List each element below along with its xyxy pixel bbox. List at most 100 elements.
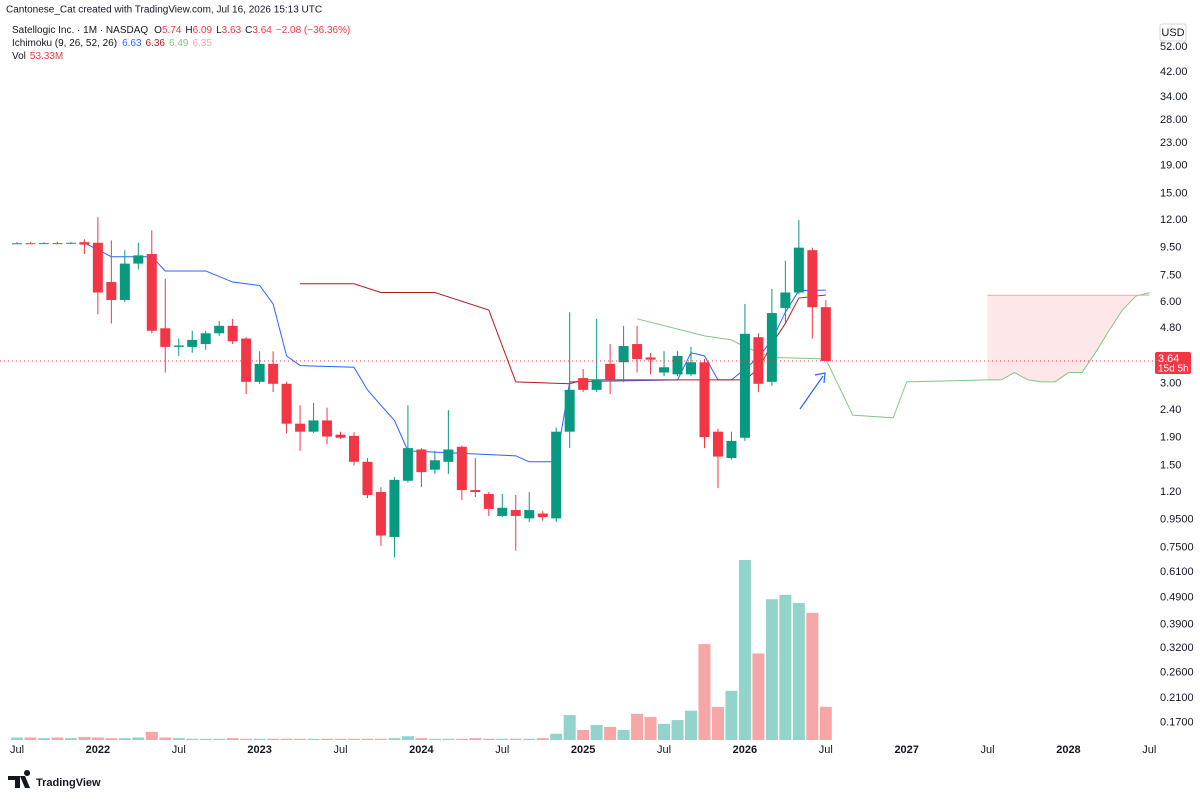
x-tick-label: Jul [333,744,347,756]
candle-body [739,333,750,438]
candle-body [712,431,723,457]
price-label: 3.64 [1158,353,1179,365]
y-tick-label: 0.7500 [1160,541,1194,553]
volume-bar [64,738,77,740]
candle-body [52,243,63,245]
volume-bar [240,738,253,740]
volume-bar [267,738,280,740]
x-tick-label: 2025 [571,744,595,756]
candle-body [497,507,508,516]
symbol-legend: Satellogic Inc. · 1M · NASDAQ O5.74 H6.09 L… [12,25,350,36]
candle-body [92,242,103,293]
cloud [1001,295,1015,380]
candle-body [389,479,400,537]
candle-body [483,493,494,509]
x-tick-label: 2022 [86,744,110,756]
y-tick-label: 23.00 [1160,137,1188,149]
candle-body [187,339,198,347]
candle-body [672,355,683,375]
x-tick-label: 2026 [733,744,757,756]
currency: USD [1161,27,1184,39]
volume-bar [455,738,468,740]
volume-bar [401,736,414,740]
y-tick-label: 0.3900 [1160,619,1194,631]
candle-body [335,434,346,438]
candle-body [510,510,521,516]
y-tick-label: 0.2100 [1160,692,1194,704]
volume-legend: Vol 53.33M [12,51,63,62]
candle-body [200,333,211,345]
span-a-value: 6.35 [192,38,212,49]
x-tick-label: Jul [819,744,833,756]
volume-bar [563,715,576,740]
volume-bar [550,733,563,740]
y-tick-label: 3.00 [1160,378,1181,390]
volume-bar [523,738,536,740]
volume-bar [145,731,158,740]
volume-bar [590,725,603,740]
volume-bar [132,737,145,740]
change: −2.08 (−36.36%) [276,25,351,36]
volume-bar [294,738,307,740]
candle-body [268,363,279,384]
candle-body [119,263,130,300]
y-tick-label: 0.6100 [1160,566,1194,578]
candle-body [820,307,831,361]
volume-bar [213,738,226,740]
candle-body [106,282,117,300]
annotation-arrow [799,375,824,410]
candle-body [38,243,49,245]
volume-bar [24,737,37,740]
x-tick-label: Jul [10,744,24,756]
volume-bar [186,738,199,740]
y-tick-label: 4.80 [1160,322,1181,334]
cloud [987,295,1002,380]
x-tick-label: Jul [657,744,671,756]
volume-bar [307,738,320,740]
cloud [1081,295,1096,373]
close-label: C [245,25,252,36]
volume-bar [806,612,819,740]
volume-bar [765,599,778,740]
volume-bar [321,738,334,740]
candle-body [605,363,616,380]
volume-bar [78,736,91,740]
candle-body [241,338,252,382]
candle-body [793,247,804,293]
volume-bar [685,710,698,740]
volume-bar [253,738,266,740]
volume-bar [577,730,590,740]
volume-bar [347,738,360,740]
candle-body [295,423,306,432]
candle-body [79,242,90,245]
open-label: O [154,25,162,36]
indicator-line [300,283,826,385]
low-value: 3.63 [222,25,242,36]
volume-bar [91,737,104,740]
volume-bar [509,738,522,740]
cloud [1054,295,1069,382]
x-tick-label: 2024 [409,744,434,756]
x-tick-label: 2027 [894,744,918,756]
candle-body [645,357,656,360]
y-tick-label: 0.9500 [1160,514,1194,526]
volume-bar [361,738,374,740]
candle-body [65,242,76,244]
candle-body [686,362,697,375]
volume-bar [698,644,711,740]
volume-bar [118,738,131,740]
volume-bar [199,738,212,740]
high-label: H [185,25,192,36]
volume-bar [415,738,428,740]
y-tick-label: 9.50 [1160,242,1181,254]
volume-bar [496,738,509,740]
logo: TradingView [8,770,101,789]
volume-bar [51,737,64,740]
cloud [1014,295,1029,380]
volume-bar [644,716,657,740]
y-tick-label: 6.00 [1160,296,1181,308]
candle-body [591,379,602,390]
y-tick-label: 1.50 [1160,460,1181,472]
volume-bar [711,706,724,740]
